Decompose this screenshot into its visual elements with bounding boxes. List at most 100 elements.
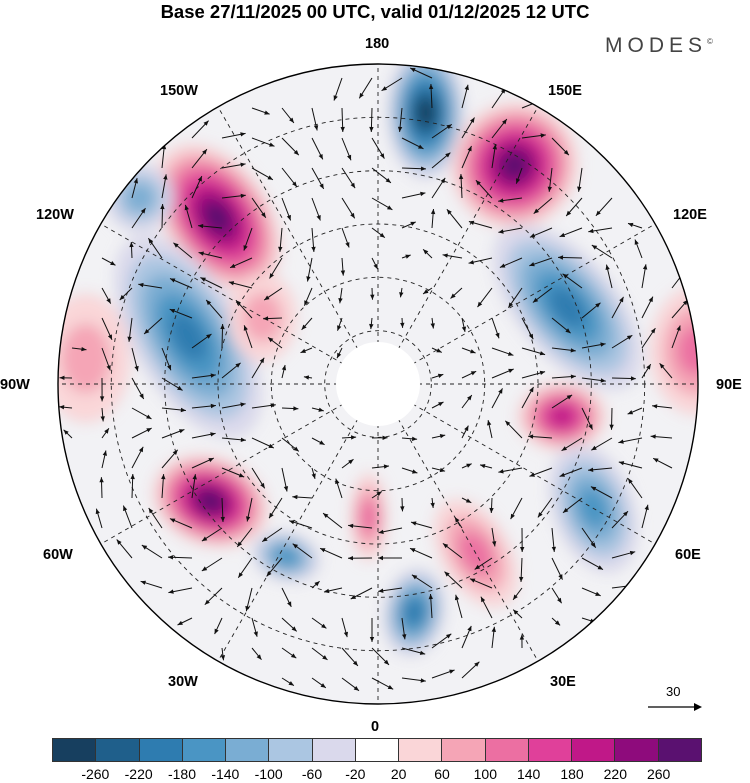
wind-arrow [609, 407, 614, 430]
wind-arrow [191, 457, 215, 469]
wind-arrow [263, 287, 283, 301]
colorbar-tick-label: -260 [81, 766, 110, 782]
wind-arrow [371, 464, 390, 469]
wind-arrow [487, 419, 493, 439]
wind-arrow [161, 407, 186, 413]
wind-arrow [521, 370, 546, 379]
wind-arrow [454, 594, 463, 619]
wind-arrow [370, 287, 375, 300]
wind-arrow [581, 302, 601, 319]
wind-arrow [480, 596, 493, 619]
wind-arrow [529, 257, 553, 267]
wind-arrow [101, 347, 111, 371]
wind-arrow [214, 617, 223, 635]
wind-arrow [369, 618, 375, 642]
wind-arrow [204, 587, 223, 606]
wind-arrow [401, 467, 418, 474]
wind-arrow [489, 497, 494, 514]
wind-arrow [311, 197, 321, 221]
wind-arrow [521, 317, 534, 340]
wind-arrow [591, 244, 613, 259]
wind-arrow [341, 137, 352, 161]
wind-arrow [431, 152, 451, 169]
wind-arrow [634, 239, 643, 259]
wind-arrow [547, 167, 553, 192]
wind-arrow [461, 661, 480, 679]
wind-arrow [341, 677, 360, 692]
anomaly-high-5w [350, 472, 387, 562]
wind-arrow [116, 539, 133, 559]
wind-arrow [341, 227, 350, 248]
wind-arrow [63, 429, 73, 439]
lon-label-0: 0 [371, 719, 380, 735]
wind-arrow [251, 137, 275, 147]
wind-arrow [148, 507, 163, 529]
colorbar-swatch [355, 739, 400, 761]
wind-arrow [512, 609, 523, 619]
wind-arrow [401, 617, 407, 640]
wind-arrow [641, 504, 649, 529]
wind-arrow [191, 120, 209, 139]
wind-arrow [371, 167, 392, 184]
wind-arrow [198, 223, 223, 229]
wind-arrow [588, 227, 613, 234]
wind-arrow [491, 527, 497, 547]
wind-arrow [127, 317, 133, 342]
wind-arrow [263, 316, 283, 321]
colorbar-swatch [528, 739, 573, 761]
wind-arrow [371, 137, 385, 159]
wind-arrow [350, 587, 373, 600]
wind-arrow [341, 197, 356, 219]
wind-arrow [169, 278, 193, 289]
colorbar-swatch [572, 739, 616, 761]
anomaly-contour [243, 293, 282, 342]
wind-arrow [491, 626, 496, 649]
wind-arrow [341, 435, 357, 440]
colorbar-tick-label: -220 [124, 766, 153, 782]
wind-arrow [101, 287, 112, 304]
wind-arrow [461, 347, 476, 354]
wind-arrow [561, 437, 583, 452]
wind-arrow [281, 364, 287, 379]
wind-arrow [431, 434, 446, 439]
wind-arrow [201, 557, 223, 572]
meridian-line [100, 383, 379, 545]
wind-arrow [401, 191, 426, 199]
wind-arrow [95, 508, 103, 529]
wind-arrow [491, 388, 503, 409]
wind-arrow [161, 174, 168, 199]
wind-arrow [422, 248, 433, 259]
wind-arrow [431, 177, 446, 199]
colorbar-tick-label: -180 [167, 766, 197, 782]
wind-arrow [565, 197, 583, 217]
wind-arrow [131, 207, 146, 229]
wind-arrow [301, 317, 313, 331]
wind-arrow [292, 494, 313, 500]
meridian-line [217, 383, 379, 662]
wind-arrow [119, 287, 133, 301]
pole-missing-area [336, 342, 420, 426]
modes-brand-logo: MODES© [605, 34, 713, 58]
wind-arrow [161, 449, 179, 469]
wind-arrow [590, 486, 613, 499]
wind-arrow [251, 437, 275, 449]
wind-arrow [507, 287, 523, 308]
wind-arrow [281, 617, 298, 632]
wind-arrow [235, 299, 253, 319]
brand-mark: © [707, 37, 713, 46]
colorbar-swatch [312, 739, 356, 761]
wind-arrow [306, 257, 313, 282]
vector-scale-arrow [648, 703, 702, 711]
wind-arrow [461, 145, 472, 169]
meridian-line [377, 223, 656, 385]
wind-arrow [101, 257, 116, 266]
vector-scale-label: 30 [666, 684, 681, 699]
wind-arrow [401, 677, 426, 683]
wind-arrow [461, 425, 469, 439]
wind-arrow [397, 107, 403, 132]
meridian-line [377, 383, 656, 545]
wind-arrow [491, 347, 514, 356]
wind-arrow [577, 167, 583, 192]
wind-arrow [520, 527, 525, 553]
wind-arrow [99, 377, 105, 402]
